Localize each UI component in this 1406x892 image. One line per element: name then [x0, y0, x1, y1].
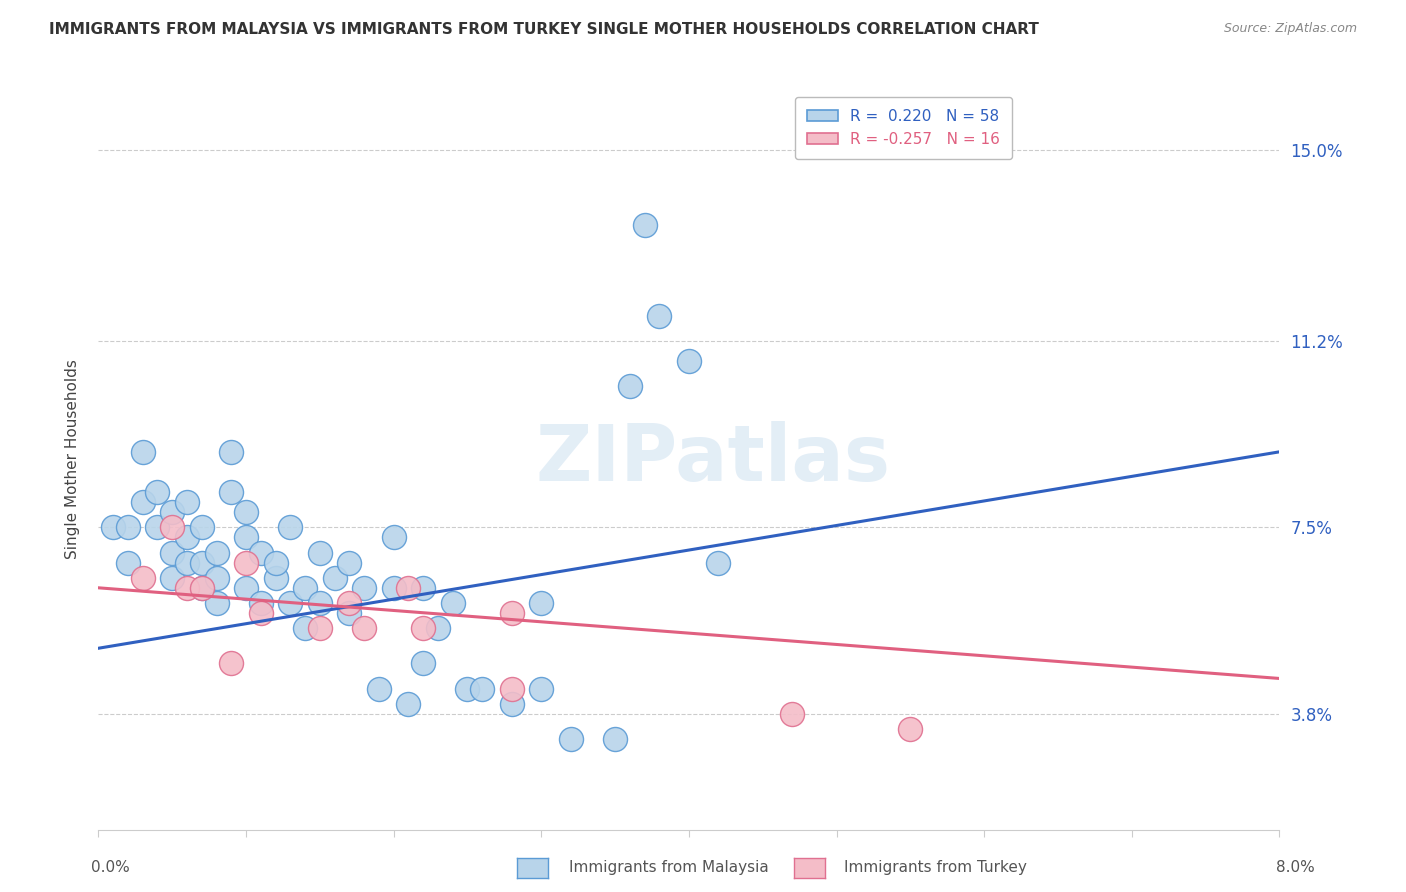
Point	[560, 731, 582, 746]
Point	[176, 581, 198, 595]
Point	[382, 531, 405, 545]
Point	[353, 581, 375, 595]
Point	[205, 571, 228, 585]
Point	[427, 621, 450, 635]
Point	[412, 581, 434, 595]
Point	[412, 621, 434, 635]
Point	[471, 681, 494, 696]
Point	[634, 218, 657, 232]
Point	[339, 556, 361, 570]
Point	[221, 657, 243, 671]
Point	[280, 520, 302, 534]
Point	[648, 309, 671, 323]
Y-axis label: Single Mother Households: Single Mother Households	[65, 359, 80, 559]
Point	[191, 520, 214, 534]
Point	[309, 621, 332, 635]
Point	[309, 596, 332, 610]
Point	[162, 571, 183, 585]
Point	[264, 556, 287, 570]
Point	[280, 596, 302, 610]
Point	[191, 556, 214, 570]
Point	[250, 606, 273, 620]
Text: 8.0%: 8.0%	[1275, 860, 1315, 874]
Point	[132, 445, 155, 459]
Point	[353, 621, 375, 635]
Point	[264, 571, 287, 585]
Point	[412, 657, 434, 671]
Point	[530, 596, 553, 610]
Point	[146, 485, 169, 500]
Point	[382, 581, 405, 595]
Point	[221, 445, 243, 459]
Text: IMMIGRANTS FROM MALAYSIA VS IMMIGRANTS FROM TURKEY SINGLE MOTHER HOUSEHOLDS CORR: IMMIGRANTS FROM MALAYSIA VS IMMIGRANTS F…	[49, 22, 1039, 37]
Point	[132, 571, 155, 585]
Point	[250, 545, 273, 559]
Point	[707, 556, 730, 570]
Point	[605, 731, 627, 746]
Point	[235, 556, 257, 570]
Point	[530, 681, 553, 696]
Point	[501, 606, 523, 620]
Point	[162, 545, 183, 559]
Point	[339, 606, 361, 620]
Point	[132, 495, 155, 509]
Point	[176, 495, 198, 509]
Text: Immigrants from Turkey: Immigrants from Turkey	[844, 860, 1026, 874]
Point	[900, 722, 922, 736]
Point	[235, 581, 257, 595]
Point	[103, 520, 125, 534]
Text: Source: ZipAtlas.com: Source: ZipAtlas.com	[1223, 22, 1357, 36]
Point	[368, 681, 391, 696]
Point	[162, 505, 183, 519]
Point	[162, 520, 183, 534]
Point	[501, 697, 523, 711]
Point	[619, 379, 641, 393]
Point	[235, 505, 257, 519]
Point	[205, 596, 228, 610]
Point	[191, 581, 214, 595]
Point	[398, 581, 420, 595]
Text: ZIPatlas: ZIPatlas	[536, 421, 890, 498]
Point	[457, 681, 479, 696]
Point	[294, 621, 316, 635]
Text: Immigrants from Malaysia: Immigrants from Malaysia	[569, 860, 769, 874]
Point	[205, 545, 228, 559]
Text: 0.0%: 0.0%	[91, 860, 131, 874]
Point	[176, 531, 198, 545]
Point	[146, 520, 169, 534]
Point	[221, 485, 243, 500]
Point	[176, 556, 198, 570]
Point	[191, 581, 214, 595]
Point	[782, 706, 804, 721]
Point	[441, 596, 464, 610]
Point	[235, 531, 257, 545]
Point	[250, 596, 273, 610]
Point	[323, 571, 346, 585]
Point	[339, 596, 361, 610]
Point	[501, 681, 523, 696]
Point	[117, 520, 139, 534]
Point	[117, 556, 139, 570]
Point	[309, 545, 332, 559]
Legend: R =  0.220   N = 58, R = -0.257   N = 16: R = 0.220 N = 58, R = -0.257 N = 16	[794, 97, 1012, 159]
Point	[294, 581, 316, 595]
Point	[678, 354, 700, 368]
Point	[398, 697, 420, 711]
